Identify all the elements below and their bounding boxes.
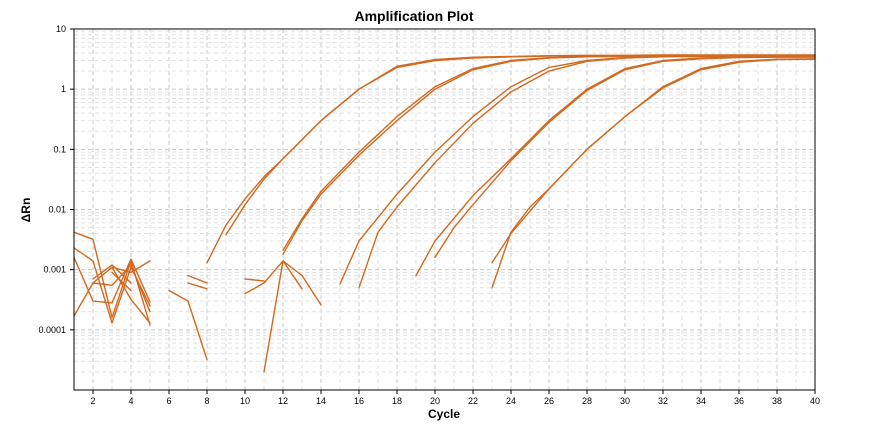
y-tick-label: 0.01 xyxy=(48,205,66,215)
x-tick-label: 2 xyxy=(90,396,95,406)
amplification-curves xyxy=(73,54,816,373)
x-axis-ticks: 2 4 6 8 10 12 14 16 18 20 22 24 26 28 30 32 34 36 38 40 xyxy=(90,390,820,406)
y-axis-label: ΔRn xyxy=(19,198,33,223)
amplification-curve-8 xyxy=(434,56,816,259)
amplification-curve-6 xyxy=(358,55,816,289)
x-tick-label: 14 xyxy=(316,396,326,406)
amplification-curve-6 xyxy=(168,289,208,361)
y-axis-ticks: 10 1 0.1 0.01 0.001 0.0001 xyxy=(38,24,74,335)
x-tick-label: 4 xyxy=(128,396,133,406)
y-tick-label: 1 xyxy=(61,84,66,94)
y-tick-label: 0.001 xyxy=(43,265,66,275)
x-tick-label: 26 xyxy=(544,396,554,406)
x-tick-label: 18 xyxy=(392,396,402,406)
x-tick-label: 20 xyxy=(430,396,440,406)
amplification-curve-4 xyxy=(263,260,322,373)
x-tick-label: 10 xyxy=(240,396,250,406)
x-axis-label: Cycle xyxy=(428,407,460,421)
x-tick-label: 12 xyxy=(278,396,288,406)
amplification-curve-10 xyxy=(491,58,816,289)
x-tick-label: 6 xyxy=(166,396,171,406)
amplification-curve-3 xyxy=(244,260,303,295)
amplification-curve-3 xyxy=(73,256,151,304)
plot-frame xyxy=(73,28,816,391)
amplification-curve-7 xyxy=(92,264,132,284)
x-tick-label: 40 xyxy=(810,396,820,406)
amplification-curve-9 xyxy=(491,58,816,264)
amplification-curve-2 xyxy=(187,282,208,290)
amplification-curve-5 xyxy=(244,278,265,282)
y-tick-label: 0.0001 xyxy=(38,325,66,335)
x-tick-label: 34 xyxy=(696,396,706,406)
chart-title: Amplification Plot xyxy=(355,8,474,24)
x-tick-label: 38 xyxy=(772,396,782,406)
amplification-curve-5 xyxy=(339,55,816,285)
x-tick-label: 8 xyxy=(204,396,209,406)
x-tick-label: 22 xyxy=(468,396,478,406)
amplification-curve-8 xyxy=(111,271,132,292)
amplification-curve-1 xyxy=(187,274,208,284)
y-tick-label: 10 xyxy=(56,24,66,34)
x-tick-label: 30 xyxy=(620,396,630,406)
x-tick-label: 16 xyxy=(354,396,364,406)
grid xyxy=(74,29,815,390)
amplification-curve-5 xyxy=(92,264,151,313)
y-tick-label: 0.1 xyxy=(53,144,66,154)
x-tick-label: 24 xyxy=(506,396,516,406)
x-tick-label: 36 xyxy=(734,396,744,406)
x-tick-label: 32 xyxy=(658,396,668,406)
x-tick-label: 28 xyxy=(582,396,592,406)
